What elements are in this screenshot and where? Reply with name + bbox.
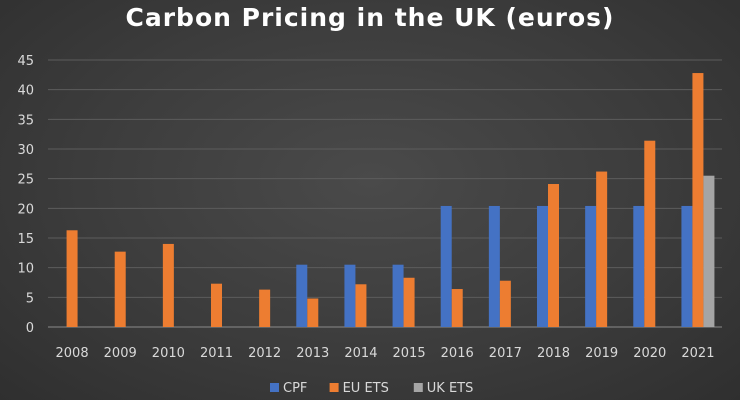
y-tick-label: 45 — [17, 54, 34, 69]
legend-label: EU ETS — [343, 381, 389, 396]
x-tick-label: 2021 — [681, 346, 714, 361]
bar-cpf-2015 — [392, 264, 404, 327]
x-tick-label: 2012 — [248, 346, 281, 361]
legend: CPF EU ETS UK ETS — [270, 381, 473, 396]
x-tick-label: 2018 — [537, 346, 570, 361]
bars — [66, 73, 715, 327]
x-tick-label: 2016 — [441, 346, 474, 361]
bar-eu-ets-2012 — [259, 289, 271, 327]
y-tick-label: 40 — [17, 84, 34, 99]
bar-eu-ets-2020 — [644, 140, 656, 327]
bar-eu-ets-2008 — [66, 230, 78, 327]
legend-swatch — [270, 383, 279, 392]
bar-cpf-2014 — [344, 264, 356, 327]
bar-eu-ets-2009 — [114, 251, 126, 327]
y-tick-label: 5 — [26, 291, 34, 306]
y-axis-ticks: 0 5 10 15 20 25 30 35 40 45 — [17, 54, 34, 336]
bar-cpf-2020 — [633, 205, 645, 327]
bar-cpf-2021 — [681, 205, 693, 327]
legend-swatch — [413, 383, 423, 392]
x-tick-label: 2013 — [296, 346, 329, 361]
y-tick-label: 25 — [17, 173, 34, 188]
bar-eu-ets-2018 — [548, 184, 559, 327]
legend-swatch — [329, 383, 339, 392]
legend-label: UK ETS — [427, 381, 474, 396]
x-tick-label: 2019 — [585, 346, 618, 361]
y-tick-label: 15 — [17, 232, 34, 247]
y-tick-label: 0 — [26, 321, 34, 336]
y-tick-label: 10 — [17, 262, 34, 277]
bar-eu-ets-2015 — [403, 277, 415, 327]
x-tick-label: 2017 — [489, 346, 522, 361]
bar-eu-ets-2013 — [307, 298, 319, 327]
bar-eu-ets-2010 — [162, 243, 174, 327]
x-axis-ticks: 2008 2009 2010 2011 2012 2013 2014 2015 2016 2017… — [56, 346, 715, 361]
x-tick-label: 2020 — [633, 346, 666, 361]
y-tick-label: 35 — [17, 113, 34, 128]
bar-uk-ets-2021 — [703, 175, 715, 327]
x-tick-label: 2009 — [104, 346, 137, 361]
bar-eu-ets-2017 — [499, 280, 511, 327]
bar-cpf-2017 — [488, 205, 500, 327]
x-tick-label: 2015 — [393, 346, 426, 361]
bar-eu-ets-2021 — [692, 73, 704, 327]
bar-eu-ets-2016 — [451, 289, 463, 327]
bar-eu-ets-2014 — [355, 284, 367, 327]
bar-cpf-2018 — [537, 205, 548, 327]
chart-title: Carbon Pricing in the UK (euros) — [125, 3, 615, 32]
x-tick-label: 2008 — [56, 346, 89, 361]
gridlines — [48, 59, 722, 328]
bar-cpf-2013 — [296, 264, 308, 327]
bar-cpf-2019 — [585, 205, 597, 327]
bar-cpf-2016 — [440, 205, 452, 327]
y-tick-label: 20 — [17, 202, 34, 217]
y-tick-label: 30 — [17, 143, 34, 158]
x-tick-label: 2014 — [344, 346, 377, 361]
x-tick-label: 2011 — [200, 346, 233, 361]
bar-eu-ets-2011 — [211, 283, 222, 327]
x-tick-label: 2010 — [152, 346, 185, 361]
legend-label: CPF — [283, 381, 307, 396]
bar-eu-ets-2019 — [596, 171, 608, 327]
